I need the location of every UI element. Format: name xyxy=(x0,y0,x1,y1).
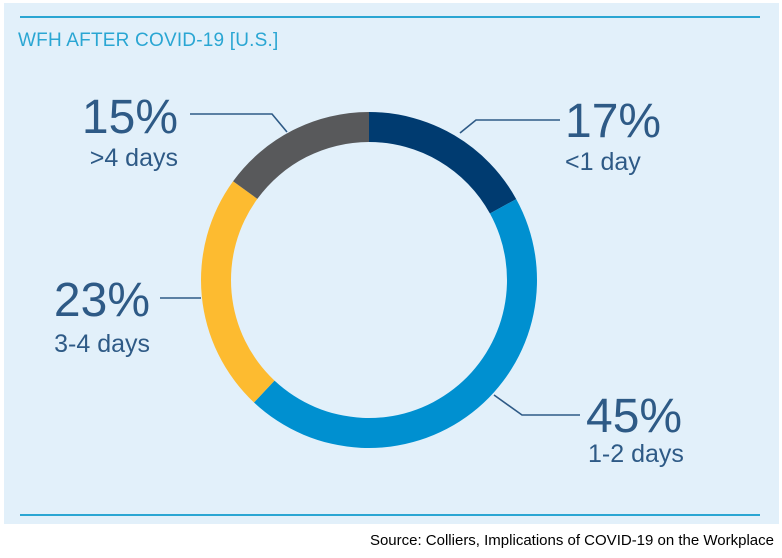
chart-title: WFH AFTER COVID-19 [U.S.] xyxy=(18,30,279,51)
top-rule xyxy=(20,16,760,18)
donut-slice xyxy=(201,181,275,403)
leader-line xyxy=(459,119,560,134)
leader-line xyxy=(190,113,288,133)
donut-slice xyxy=(233,112,369,199)
slice-value-label: 23% xyxy=(54,274,150,327)
source-caption: Source: Colliers, Implications of COVID-… xyxy=(369,532,774,549)
bottom-rule xyxy=(20,514,760,516)
slice-category-label: <1 day xyxy=(565,148,641,176)
donut-slice xyxy=(369,112,517,214)
leader-line xyxy=(493,394,580,416)
slice-value-label: 15% xyxy=(82,91,178,144)
donut-slice xyxy=(253,199,537,449)
slice-value-label: 17% xyxy=(565,95,661,148)
slice-category-label: 1-2 days xyxy=(588,440,684,468)
slice-value-label: 45% xyxy=(586,390,682,443)
slice-category-label: 3-4 days xyxy=(54,330,150,358)
slice-category-label: >4 days xyxy=(90,144,178,172)
